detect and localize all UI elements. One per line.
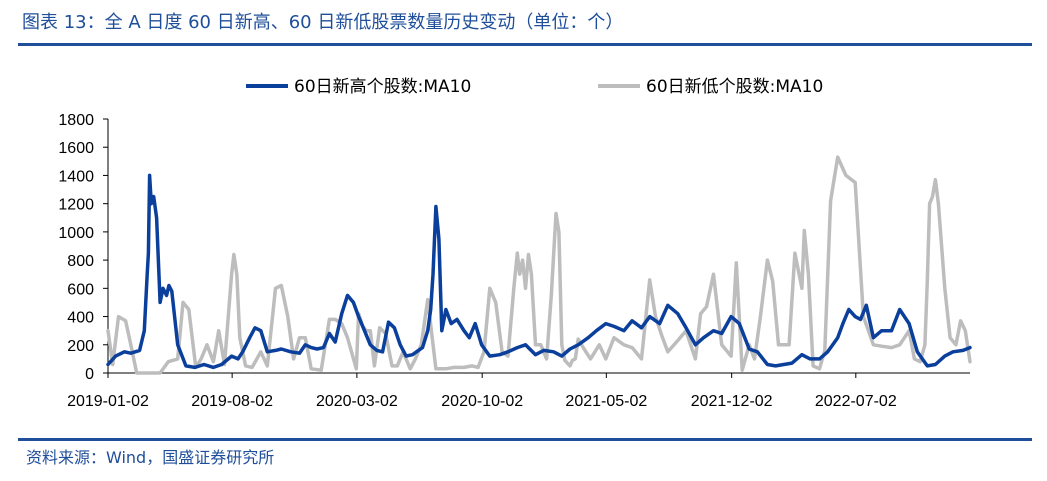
legend-label-high: 60日新高个股数:MA10 (294, 77, 471, 97)
y-tick-label: 800 (67, 253, 94, 270)
plot-area (106, 155, 972, 375)
series-line-new-low (106, 155, 972, 375)
y-tick-label: 600 (67, 281, 94, 298)
y-tick-label: 200 (67, 338, 94, 355)
y-tick-label: 1000 (58, 225, 94, 242)
x-tick-label: 2019-08-02 (191, 393, 273, 410)
x-tick-label: 2020-10-02 (441, 393, 523, 410)
y-tick-label: 1400 (58, 168, 94, 185)
source-note: 资料来源：Wind，国盛证券研究所 (26, 448, 275, 467)
x-tick-label: 2020-03-02 (316, 393, 398, 410)
x-tick-label: 2021-05-02 (565, 393, 647, 410)
series-line-new-high (106, 173, 972, 370)
x-tick-label: 2019-01-02 (67, 393, 149, 410)
legend-label-low: 60日新低个股数:MA10 (646, 77, 823, 97)
y-tick-label: 1600 (58, 140, 94, 157)
legend: 60日新高个股数:MA10 60日新低个股数:MA10 (246, 77, 823, 97)
y-tick-label: 0 (85, 366, 94, 383)
footer-rule (18, 438, 1032, 441)
y-tick-label: 400 (67, 310, 94, 327)
chart-title: 图表 13：全 A 日度 60 日新高、60 日新低股票数量历史变动（单位：个） (22, 12, 624, 33)
header-rule (18, 43, 1032, 46)
axes: 0 200 400 600 800 1000 1200 1400 1600 1800 2019-01… (58, 112, 970, 410)
y-tick-label: 1200 (58, 197, 94, 214)
x-tick-label: 2021-12-02 (691, 393, 773, 410)
x-tick-label: 2022-07-02 (815, 393, 897, 410)
y-tick-label: 1800 (58, 112, 94, 129)
